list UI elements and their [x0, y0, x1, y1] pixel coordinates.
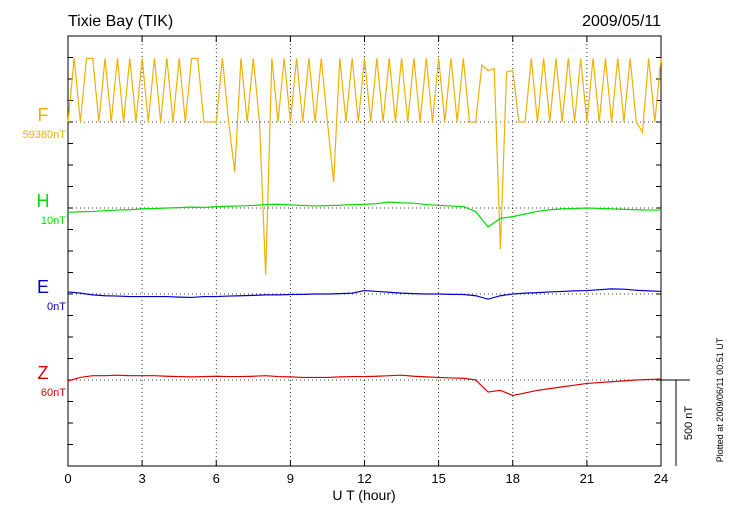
- x-tick-label: 0: [64, 471, 71, 486]
- series-line: [67, 57, 662, 276]
- x-tick-label: 18: [506, 471, 520, 486]
- x-tick-label: 12: [357, 471, 371, 486]
- x-tick-label: 3: [139, 471, 146, 486]
- date-label: 2009/05/11: [582, 13, 661, 30]
- footnote: Plotted at 2009/06/11 00:51 UT: [715, 337, 725, 462]
- series-line: [67, 201, 661, 228]
- x-tick-label: 6: [213, 471, 220, 486]
- x-tick-label: 24: [654, 471, 668, 486]
- series-name: E: [37, 277, 49, 297]
- series-line: [67, 374, 662, 397]
- baseline-label: 59380nT: [23, 129, 67, 141]
- x-tick-label: 15: [431, 471, 445, 486]
- series-name: F: [38, 105, 49, 125]
- baseline-label: 10nT: [41, 215, 66, 227]
- baseline-label: 60nT: [41, 387, 66, 399]
- series-name: H: [37, 191, 50, 211]
- baseline-label: 0nT: [47, 301, 66, 313]
- series-line: [67, 288, 662, 300]
- series-name: Z: [38, 363, 49, 383]
- x-axis-label: U T (hour): [332, 487, 395, 503]
- x-tick-label: 9: [287, 471, 294, 486]
- scale-bar-label: 500 nT: [683, 406, 695, 441]
- chart-title: Tixie Bay (TIK): [68, 13, 173, 30]
- x-tick-label: 21: [580, 471, 594, 486]
